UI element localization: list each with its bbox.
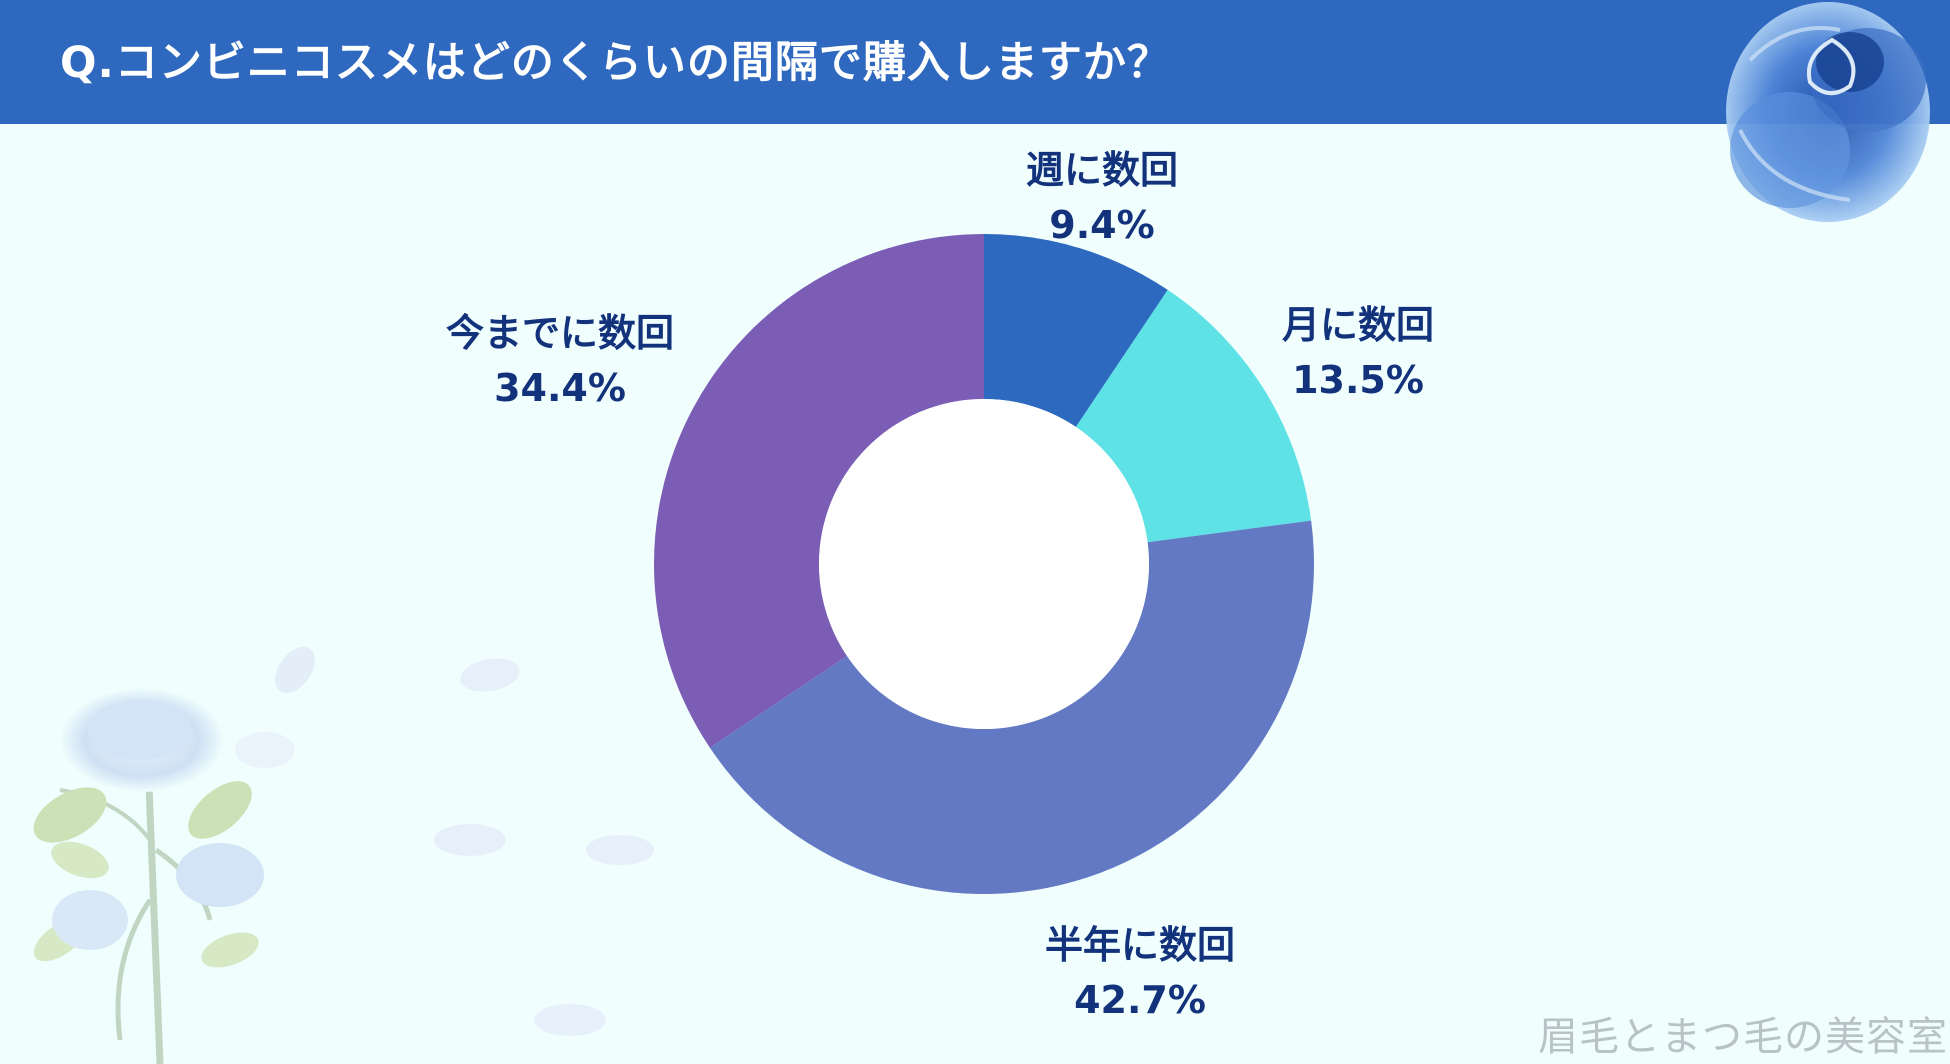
category-label: 月に数回 [1281,303,1434,347]
watermark: 眉毛とまつ毛の美容室 [1538,1014,1948,1060]
header-bar: Q.コンビニコスメはどのくらいの間隔で購入しますか？ [0,0,1950,124]
slice-until-now [653,234,984,748]
data-label: 9.4% [1049,203,1155,248]
slice-label-monthly: 月に数回 13.5% [1238,298,1478,408]
slice-label-weekly: 週に数回 9.4% [982,143,1222,253]
category-label: 半年に数回 [1044,923,1235,967]
data-label: 34.4% [494,366,626,411]
slice-label-half-year: 半年に数回 42.7% [1000,918,1280,1028]
data-label: 13.5% [1292,358,1424,403]
slice-monthly [1075,289,1312,543]
data-label: 42.7% [1074,978,1206,1023]
category-label: 今までに数回 [445,311,674,355]
chart-title: Q.コンビニコスメはどのくらいの間隔で購入しますか？ [60,38,1171,88]
slice-label-until-now: 今までに数回 34.4% [400,306,720,416]
donut-hole [819,399,1149,729]
category-label: 週に数回 [1025,148,1178,192]
slice-weekly [984,234,1168,427]
slice-half-year [709,520,1314,894]
